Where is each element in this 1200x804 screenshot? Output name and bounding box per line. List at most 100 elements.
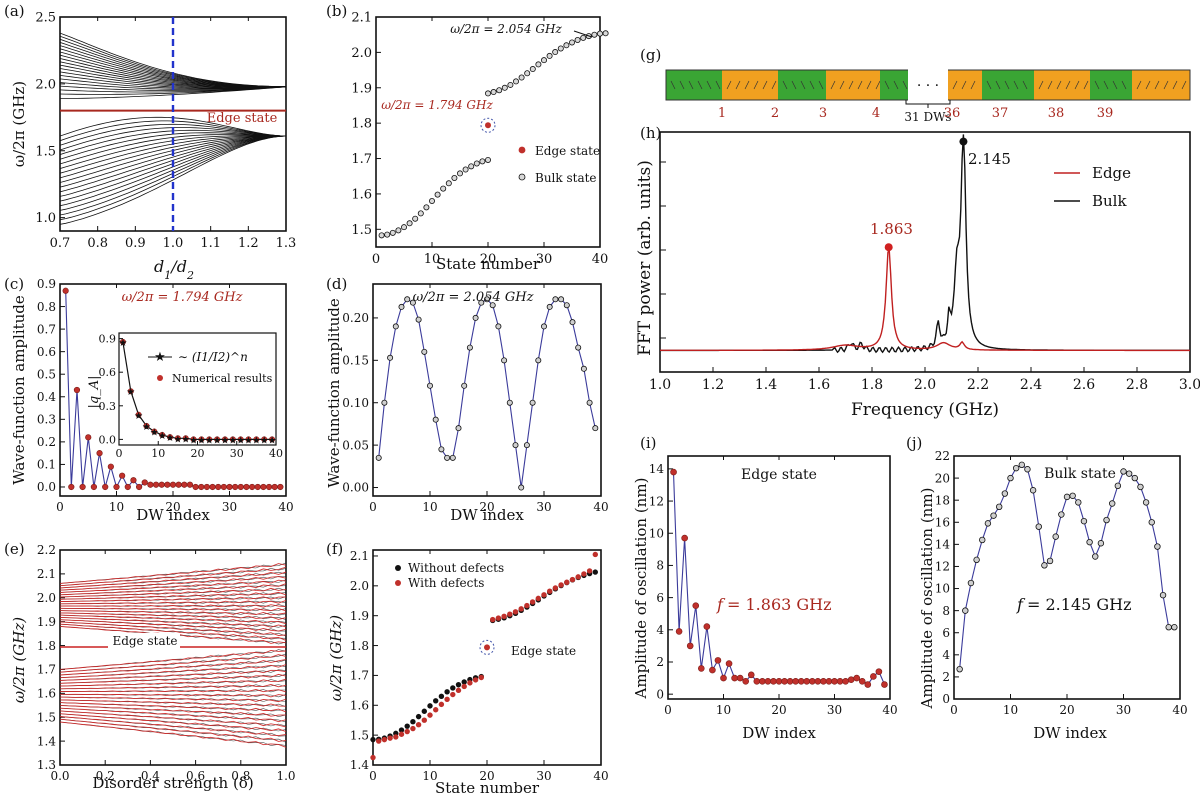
- x-tick-label: 1.6: [808, 377, 830, 393]
- x-tick-label: 1.4: [755, 377, 777, 393]
- with-defects-point: [535, 595, 541, 602]
- without-defects-point: [427, 703, 433, 709]
- amplitude-point: [692, 602, 700, 609]
- spin-arrow: [1136, 80, 1142, 90]
- amplitude-point: [881, 681, 888, 688]
- inset-y-tick-label: 0.6: [99, 366, 117, 379]
- bulk-state-point: [389, 229, 396, 236]
- y-tick-label: 2.0: [350, 579, 369, 593]
- spin-arrow: [1145, 80, 1151, 90]
- x-axis-label: DW index: [1033, 724, 1107, 742]
- panel-label-i: (i): [640, 434, 657, 452]
- x-tick-label: 30: [222, 500, 237, 514]
- panel-label-g: (g): [640, 46, 661, 64]
- amplitude-point: [472, 314, 479, 321]
- without-defects-point: [444, 689, 450, 695]
- x-tick-label: 0.8: [231, 769, 250, 783]
- inset-numerical-point: [174, 435, 181, 442]
- amplitude-point: [541, 323, 548, 330]
- bulk-state-point: [569, 39, 576, 46]
- spin-arrow: [1065, 80, 1071, 90]
- legend-bulk-marker: [518, 173, 526, 181]
- amplitude-point: [518, 484, 525, 491]
- y-tick-label: 1.5: [37, 710, 56, 724]
- dw-number-label: 36: [944, 106, 961, 121]
- spin-arrow: [1083, 80, 1089, 90]
- x-tick-label: 40: [593, 769, 608, 783]
- amplitude-point: [381, 399, 388, 406]
- with-defects-point: [427, 712, 433, 718]
- amplitude-point: [681, 534, 688, 542]
- spin-arrow: [884, 80, 890, 90]
- with-defects-point: [507, 611, 513, 617]
- amplitude-point: [512, 442, 519, 449]
- y-tick-label: 1.5: [35, 144, 56, 159]
- panel-title: Bulk state: [1044, 466, 1116, 482]
- freq-symbol: f: [1016, 595, 1026, 614]
- with-defects-point: [467, 680, 473, 686]
- without-defects-point: [370, 736, 376, 743]
- y-axis-label: Wave-function amplitude: [10, 295, 28, 485]
- amplitude-point: [203, 483, 210, 491]
- amplitude-point: [1063, 493, 1071, 501]
- amplitude-point: [90, 483, 97, 491]
- gap-bracket: [905, 100, 951, 108]
- panel-title: Edge state: [741, 467, 817, 483]
- amplitude-point: [226, 483, 233, 491]
- disorder-level-line: [60, 718, 286, 742]
- amplitude-point: [1131, 474, 1138, 482]
- y-tick-label: 1.8: [350, 639, 369, 653]
- amplitude-point: [775, 677, 783, 685]
- amplitude-point: [404, 296, 411, 303]
- amplitude-point: [398, 303, 405, 310]
- bulk-state-point: [541, 57, 548, 64]
- spin-arrow: [875, 80, 881, 90]
- disorder-level-line: [60, 658, 286, 676]
- without-defects-point: [433, 698, 439, 704]
- amplitude-point: [432, 416, 439, 423]
- x-axis-label: State number: [435, 779, 540, 797]
- amplitude-point: [192, 483, 199, 491]
- bulk-state-point: [456, 170, 463, 177]
- amplitude-point: [483, 296, 490, 303]
- inset-numerical-point: [159, 431, 166, 438]
- amplitude-point: [265, 483, 273, 491]
- disorder-level-line: [60, 563, 286, 584]
- amplitude-point: [249, 483, 256, 491]
- disorder-level-line: [60, 699, 286, 707]
- amplitude-point: [215, 483, 222, 491]
- amplitude-point: [803, 677, 811, 685]
- amplitude-point: [956, 665, 963, 673]
- y-tick-label: 1.0: [35, 211, 56, 226]
- bulk-state-point: [507, 81, 514, 88]
- x-tick-label: 1.0: [276, 769, 295, 783]
- y-tick-label: 1.6: [350, 698, 369, 712]
- inset-star-marker: ★: [244, 435, 253, 446]
- bulk-state-point: [440, 185, 447, 192]
- amplitude-point: [136, 483, 143, 491]
- spin-arrow: [1047, 80, 1053, 90]
- spin-arrow: [688, 80, 694, 90]
- legend-with-marker: [395, 580, 401, 586]
- amplitude-point: [764, 677, 772, 685]
- spin-arrow: [830, 80, 836, 90]
- amplitude-point: [62, 287, 69, 294]
- y-tick-label: 18: [935, 493, 950, 507]
- y-tick-label: 0.2: [37, 435, 56, 449]
- spin-arrow: [771, 80, 777, 90]
- y-axis-label: ω/2π (GHz): [327, 615, 345, 701]
- spin-arrow: [697, 80, 703, 90]
- disorder-level-line: [60, 702, 286, 713]
- amplitude-point: [277, 483, 284, 491]
- amplitude-point: [1154, 543, 1161, 550]
- x-tick-label: 40: [592, 252, 609, 267]
- bulk-state-point: [535, 61, 542, 68]
- y-tick-label: 1.3: [37, 758, 56, 772]
- with-defects-point: [370, 754, 376, 761]
- with-defects-point: [512, 609, 519, 615]
- inset-numerical-point: [143, 422, 150, 430]
- y-tick-label: 1.8: [37, 639, 56, 653]
- amplitude-point: [461, 382, 468, 389]
- bulk-state-point: [462, 166, 469, 173]
- edge-state-annotation: Edge state: [207, 111, 278, 126]
